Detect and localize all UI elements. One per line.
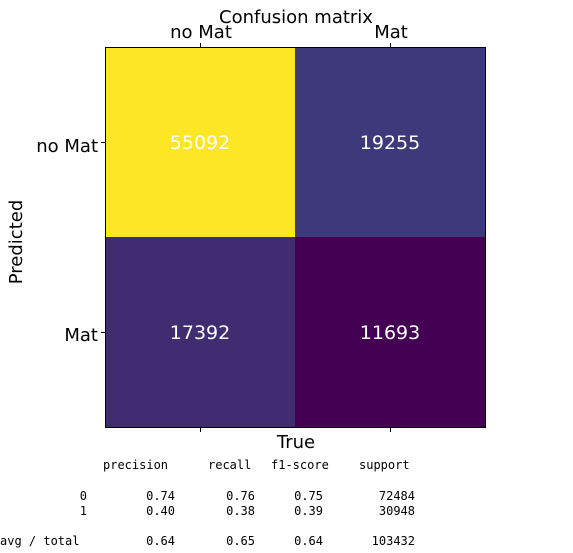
report-row-1-label: 1 [79,504,87,518]
report-row-0-f1-score: 0.75 [294,489,323,503]
cell-value-label-0-1: 19255 [360,132,420,154]
report-total-precision: 0.64 [146,534,175,548]
y-tick-label-1: Mat [64,325,98,346]
heatmap-cell-1-0 [105,237,296,428]
report-header-support: support [359,458,410,472]
x-tick-label-0: no Mat [170,22,232,43]
heatmap-cell-0-1 [295,47,486,238]
report-row-1-support: 30948 [378,504,415,518]
plot-frame [105,47,486,428]
y-axis-label: Predicted [6,200,27,285]
report-row-0-recall: 0.76 [226,489,255,503]
x-axis-label: True [276,432,315,453]
report-row-1-recall: 0.38 [226,504,255,518]
cell-value-label-1-0: 17392 [170,322,230,344]
confusion-matrix-chart: Confusion matrix no Mat Mat no Mat Mat P… [6,7,486,453]
report-row-0-support: 72484 [378,489,415,503]
report-row-0-label: 0 [79,489,87,503]
report-row-1-f1-score: 0.39 [294,504,323,518]
heatmap-cell-0-0 [105,47,296,238]
y-tick-label-0: no Mat [36,136,98,157]
x-tick-label-1: Mat [374,22,408,43]
report-total-support: 103432 [371,534,415,548]
report-header-precision: precision [103,458,169,472]
report-row-1-precision: 0.40 [146,504,175,518]
report-header-recall: recall [208,458,252,472]
cell-value-label-0-0: 55092 [170,132,230,154]
report-total-recall: 0.65 [226,534,255,548]
classification-report: precision recall f1-score support 0 0.74… [0,458,573,553]
cell-value-label-1-1: 11693 [360,322,420,344]
chart-title: Confusion matrix [219,7,373,28]
report-total-label: avg / total [0,534,80,548]
report-row-0-precision: 0.74 [146,489,175,503]
report-header-f1-score: f1-score [271,458,329,472]
report-total-f1-score: 0.64 [294,534,323,548]
heatmap-cell-1-1 [295,237,486,428]
